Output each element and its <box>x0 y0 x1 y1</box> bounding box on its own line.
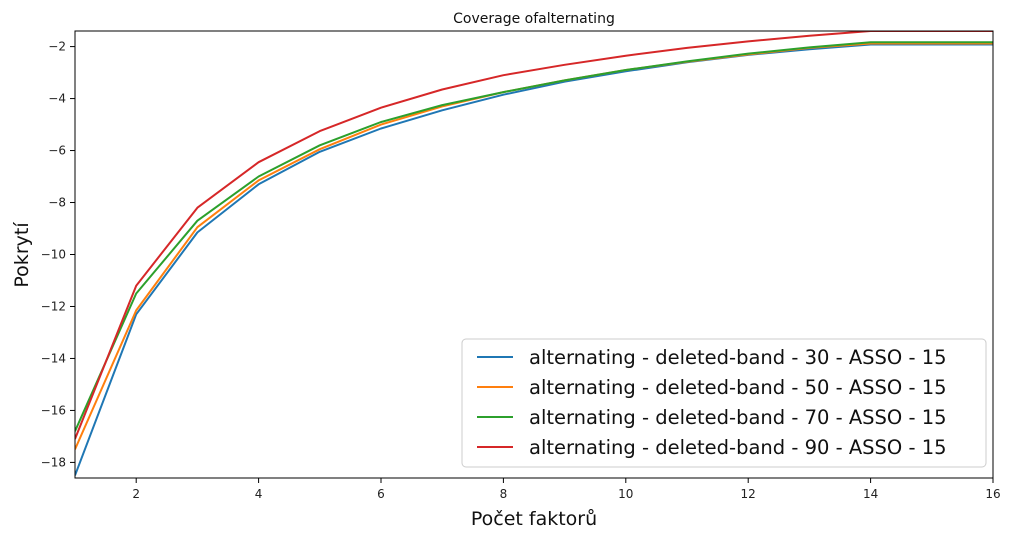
x-tick-label: 10 <box>618 487 633 501</box>
y-tick-label: −14 <box>41 351 66 365</box>
x-tick-label: 6 <box>377 487 385 501</box>
y-tick-label: −18 <box>41 455 66 469</box>
series-layer <box>75 31 993 476</box>
x-tick-label: 2 <box>132 487 140 501</box>
y-tick-label: −12 <box>41 299 66 313</box>
x-tick-label: 4 <box>255 487 263 501</box>
legend: alternating - deleted-band - 30 - ASSO -… <box>461 338 987 468</box>
series-line-3 <box>75 41 993 432</box>
chart-title: Coverage ofalternating <box>453 11 615 27</box>
legend-label-3: alternating - deleted-band - 70 - ASSO -… <box>529 406 947 429</box>
y-tick-label: −6 <box>48 144 66 158</box>
y-tick-label: −10 <box>41 248 66 262</box>
x-tick-label: 12 <box>741 487 756 501</box>
y-axis: −18 −16 −14 −12 −10 −8 −6 −4 −2 <box>41 40 75 469</box>
y-tick-label: −16 <box>41 403 66 417</box>
x-tick-label: 14 <box>863 487 878 501</box>
series-line-1 <box>75 43 993 476</box>
x-tick-label: 16 <box>985 487 1000 501</box>
x-tick-label: 8 <box>500 487 508 501</box>
x-axis: 2 4 6 8 10 12 14 16 <box>132 478 1001 501</box>
x-axis-label: Počet faktorů <box>471 508 597 530</box>
y-tick-label: −8 <box>48 196 66 210</box>
y-axis-label: Pokrytí <box>11 222 33 288</box>
legend-label-4: alternating - deleted-band - 90 - ASSO -… <box>529 436 947 459</box>
legend-label-1: alternating - deleted-band - 30 - ASSO -… <box>529 346 947 369</box>
series-line-4 <box>75 31 993 440</box>
y-tick-label: −2 <box>48 40 66 54</box>
y-tick-label: −4 <box>48 92 66 106</box>
legend-label-2: alternating - deleted-band - 50 - ASSO -… <box>529 376 947 399</box>
legend-box <box>461 338 987 468</box>
